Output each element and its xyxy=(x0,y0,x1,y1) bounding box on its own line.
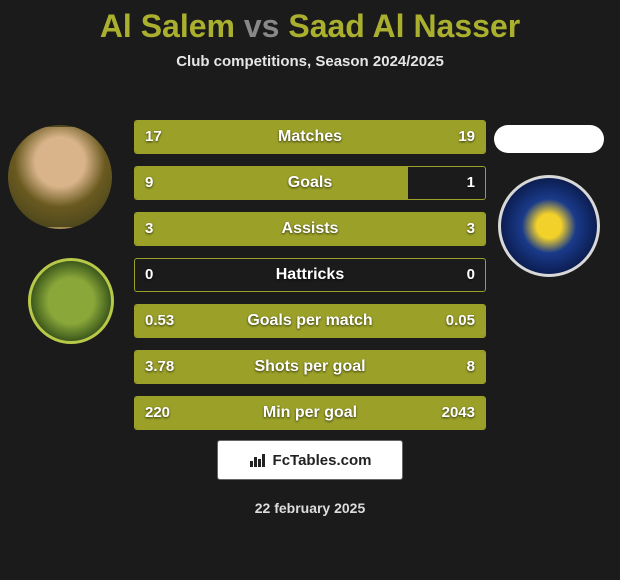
stat-row: 3.788Shots per goal xyxy=(134,350,486,384)
bars-icon xyxy=(249,451,267,469)
date-text: 22 february 2025 xyxy=(0,500,620,516)
title-vs: vs xyxy=(244,8,280,44)
player1-club-logo xyxy=(28,258,114,344)
brand-text: FcTables.com xyxy=(273,452,372,469)
player1-name: Al Salem xyxy=(100,8,235,44)
page-title: Al Salem vs Saad Al Nasser xyxy=(0,0,620,45)
stat-row: 1719Matches xyxy=(134,120,486,154)
stat-label: Matches xyxy=(135,121,485,153)
stat-label: Min per goal xyxy=(135,397,485,429)
stat-row: 33Assists xyxy=(134,212,486,246)
stat-row: 00Hattricks xyxy=(134,258,486,292)
stat-label: Shots per goal xyxy=(135,351,485,383)
stat-label: Goals per match xyxy=(135,305,485,337)
stat-row: 2202043Min per goal xyxy=(134,396,486,430)
stat-row: 0.530.05Goals per match xyxy=(134,304,486,338)
brand-badge: FcTables.com xyxy=(217,440,403,480)
player2-name: Saad Al Nasser xyxy=(288,8,520,44)
comparison-bars: 1719Matches 91Goals 33Assists 00Hattricks 0.… xyxy=(134,120,486,442)
player2-club-logo xyxy=(498,175,600,277)
stat-label: Hattricks xyxy=(135,259,485,291)
subtitle: Club competitions, Season 2024/2025 xyxy=(0,53,620,70)
stat-row: 91Goals xyxy=(134,166,486,200)
player1-photo xyxy=(8,125,112,229)
player2-placeholder-pill xyxy=(494,125,604,153)
stat-label: Goals xyxy=(135,167,485,199)
stat-label: Assists xyxy=(135,213,485,245)
